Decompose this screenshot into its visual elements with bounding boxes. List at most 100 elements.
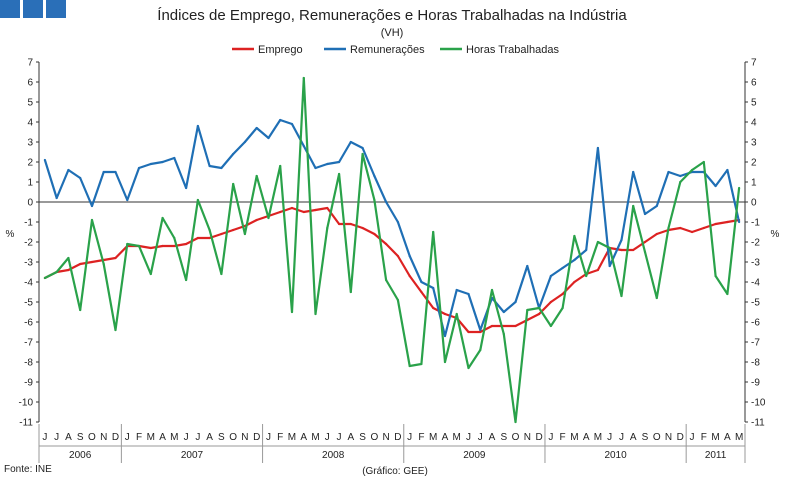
- data-point-remuneracoes: [549, 274, 552, 278]
- y-tick-label-left: -7: [24, 338, 33, 349]
- data-point-remuneracoes: [79, 176, 82, 180]
- data-point-remuneracoes: [585, 248, 588, 252]
- x-tick-label-month: M: [170, 432, 178, 443]
- x-tick-label-month: J: [337, 432, 342, 443]
- data-point-remuneracoes: [632, 170, 635, 174]
- y-tick-label-right: -9: [751, 378, 760, 389]
- x-tick-label-month: F: [701, 432, 707, 443]
- x-tick-label-month: M: [735, 432, 743, 443]
- y-tick-label-left: -8: [24, 358, 33, 369]
- x-tick-label-month: N: [524, 432, 531, 443]
- data-point-horas-trabalhadas: [208, 228, 211, 232]
- data-point-emprego: [149, 246, 152, 250]
- x-tick-label-month: J: [619, 432, 624, 443]
- x-tick-label-month: S: [642, 432, 649, 443]
- data-point-horas-trabalhadas: [455, 312, 458, 316]
- data-point-remuneracoes: [667, 170, 670, 174]
- data-point-emprego: [161, 244, 164, 248]
- data-point-horas-trabalhadas: [726, 292, 729, 296]
- y-tick-label-left: -6: [24, 318, 33, 329]
- x-tick-label-month: O: [229, 432, 237, 443]
- y-tick-label-right: -2: [751, 238, 760, 249]
- y-tick-label-right: -11: [751, 418, 765, 429]
- data-point-remuneracoes: [220, 166, 223, 170]
- series-line-remuneracoes: [43, 118, 741, 338]
- x-tick-label-month: M: [594, 432, 602, 443]
- data-point-remuneracoes: [620, 238, 623, 242]
- data-point-horas-trabalhadas: [184, 278, 188, 282]
- x-tick-label-month: A: [489, 432, 496, 443]
- data-point-remuneracoes: [232, 152, 235, 156]
- data-point-emprego: [232, 228, 235, 232]
- data-point-horas-trabalhadas: [667, 226, 670, 230]
- data-point-emprego: [196, 236, 199, 240]
- data-point-remuneracoes: [314, 166, 317, 170]
- legend-label-remuneracoes: Remunerações: [350, 44, 425, 56]
- y-tick-label-left: -4: [24, 278, 33, 289]
- y-tick-label-left: -5: [24, 298, 33, 309]
- y-tick-label-left: 7: [27, 58, 33, 69]
- y-tick-label-left: -2: [24, 238, 33, 249]
- data-point-emprego: [408, 274, 411, 278]
- y-tick-label-left: -3: [24, 258, 33, 269]
- y-tick-label-right: 5: [751, 98, 757, 109]
- data-point-horas-trabalhadas: [738, 186, 741, 190]
- y-tick-label-left: 2: [27, 158, 33, 169]
- data-point-horas-trabalhadas: [490, 288, 494, 292]
- x-tick-label-month: M: [311, 432, 319, 443]
- y-tick-label-right: -5: [751, 298, 760, 309]
- data-point-horas-trabalhadas: [679, 180, 682, 184]
- data-point-horas-trabalhadas: [67, 256, 70, 260]
- data-point-remuneracoes: [655, 204, 658, 208]
- data-point-remuneracoes: [432, 286, 435, 290]
- data-point-horas-trabalhadas: [279, 164, 282, 168]
- data-point-horas-trabalhadas: [561, 306, 564, 310]
- data-point-remuneracoes: [161, 160, 164, 164]
- y-tick-label-left: 0: [27, 198, 33, 209]
- data-point-horas-trabalhadas: [55, 270, 58, 274]
- x-tick-label-year: 2007: [181, 450, 204, 461]
- x-tick-label-month: D: [677, 432, 684, 443]
- source-note: Fonte: INE: [4, 464, 52, 475]
- x-tick-label-month: O: [370, 432, 378, 443]
- x-tick-label-month: M: [453, 432, 461, 443]
- data-point-horas-trabalhadas: [643, 250, 647, 254]
- data-point-emprego: [702, 226, 705, 230]
- data-point-emprego: [596, 268, 600, 272]
- y-tick-label-right: 3: [751, 138, 757, 149]
- logo-block: [23, 0, 43, 18]
- data-point-remuneracoes: [420, 280, 423, 284]
- data-point-remuneracoes: [55, 196, 58, 200]
- x-tick-label-year: 2006: [69, 450, 92, 461]
- x-tick-label-month: M: [147, 432, 155, 443]
- data-point-horas-trabalhadas: [114, 328, 117, 332]
- y-tick-label-left: -11: [19, 418, 33, 429]
- y-tick-label-right: 6: [751, 78, 757, 89]
- data-point-horas-trabalhadas: [373, 198, 376, 202]
- x-tick-label-year: 2011: [705, 450, 727, 461]
- data-point-horas-trabalhadas: [126, 242, 129, 246]
- data-point-remuneracoes: [279, 118, 282, 122]
- data-point-remuneracoes: [479, 328, 482, 332]
- data-point-emprego: [349, 222, 352, 226]
- data-point-remuneracoes: [149, 162, 152, 166]
- series-lines: [43, 76, 741, 424]
- x-tick-label-month: N: [382, 432, 389, 443]
- data-point-horas-trabalhadas: [90, 218, 94, 222]
- data-point-emprego: [173, 244, 176, 248]
- data-point-horas-trabalhadas: [714, 274, 717, 278]
- y-tick-label-left: 4: [27, 118, 33, 129]
- data-point-remuneracoes: [102, 170, 105, 174]
- y-tick-label-right: 2: [751, 158, 757, 169]
- data-point-remuneracoes: [561, 266, 564, 270]
- data-point-horas-trabalhadas: [467, 366, 470, 370]
- axes: 7 7 6 6 5 5 4 4 3 3 2 2 1 1 0 0 -1 -1 -2 -2 -3 -3 -4 -4 -5 -5 -6 -6…: [19, 58, 766, 463]
- data-point-horas-trabalhadas: [514, 420, 517, 424]
- data-point-emprego: [632, 248, 635, 252]
- data-point-remuneracoes: [126, 198, 129, 202]
- x-tick-label-month: A: [630, 432, 637, 443]
- data-point-remuneracoes: [526, 264, 529, 268]
- data-point-remuneracoes: [290, 122, 294, 126]
- y-tick-label-right: -6: [751, 318, 760, 329]
